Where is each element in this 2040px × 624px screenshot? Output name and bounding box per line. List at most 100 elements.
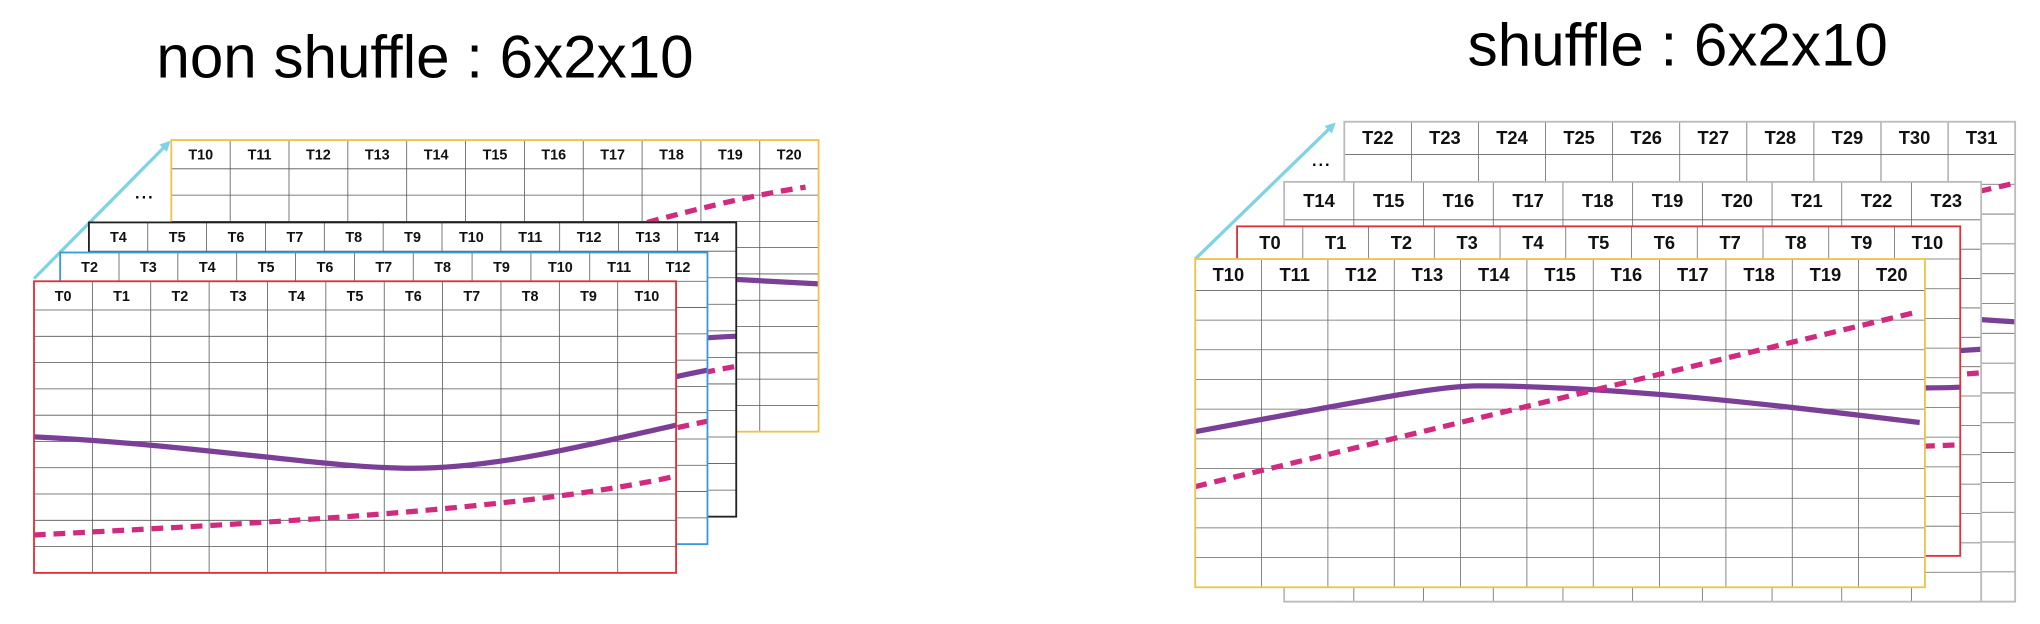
column-header: T10 bbox=[459, 230, 484, 246]
column-header: T16 bbox=[1443, 190, 1475, 211]
column-header: T20 bbox=[1876, 264, 1908, 285]
column-header: T14 bbox=[424, 148, 449, 164]
column-header: T13 bbox=[365, 148, 390, 164]
column-header: T21 bbox=[1791, 190, 1823, 211]
column-header: T18 bbox=[1582, 190, 1614, 211]
column-header: T3 bbox=[230, 289, 247, 305]
purple-curve bbox=[1195, 383, 1920, 435]
column-header: T6 bbox=[1654, 232, 1675, 253]
column-header: T7 bbox=[463, 289, 480, 305]
column-header: T22 bbox=[1362, 127, 1394, 148]
column-header: T14 bbox=[694, 230, 719, 246]
column-header: T28 bbox=[1765, 127, 1797, 148]
column-header: T23 bbox=[1429, 127, 1461, 148]
panel: shuffle : 6x2x10... T22 T23 T24 T25 T26 T27 T28… bbox=[1194, 12, 2017, 603]
column-header: T10 bbox=[1912, 232, 1944, 253]
column-header: T8 bbox=[434, 260, 451, 276]
column-header: T22 bbox=[1861, 190, 1893, 211]
column-header: T12 bbox=[306, 148, 331, 164]
panel: non shuffle : 6x2x10...T10 T11 T12 T13 T14 T1… bbox=[32, 23, 820, 574]
column-header: T9 bbox=[493, 260, 510, 276]
column-header: T16 bbox=[1611, 264, 1643, 285]
column-header: T0 bbox=[1259, 232, 1280, 253]
column-header: T19 bbox=[1810, 264, 1842, 285]
curves bbox=[1195, 308, 1921, 490]
column-header: T4 bbox=[288, 289, 305, 305]
depth-arrow bbox=[1194, 122, 1336, 261]
depth-arrow bbox=[32, 140, 171, 280]
layer: T0 T1 T2 T3 T4 T5 T6 T7 T8 T9 T10 bbox=[33, 280, 677, 574]
column-header: T5 bbox=[169, 230, 186, 246]
column-header: T8 bbox=[345, 230, 362, 246]
column-header: T10 bbox=[548, 260, 573, 276]
column-header: T2 bbox=[81, 260, 98, 276]
column-header: T20 bbox=[777, 148, 802, 164]
layer-background bbox=[34, 281, 677, 573]
layer-background bbox=[1195, 259, 1925, 588]
column-header: T19 bbox=[718, 148, 743, 164]
column-header: T5 bbox=[258, 260, 275, 276]
column-header: T24 bbox=[1496, 127, 1528, 148]
column-header: T13 bbox=[636, 230, 661, 246]
column-header: T10 bbox=[188, 148, 213, 164]
column-header: T8 bbox=[1785, 232, 1806, 253]
column-header: T11 bbox=[248, 148, 272, 164]
layer-border bbox=[1194, 258, 1926, 589]
panel-title: non shuffle : 6x2x10 bbox=[156, 23, 693, 90]
panel-title: shuffle : 6x2x10 bbox=[1468, 12, 1888, 79]
column-header: T6 bbox=[405, 289, 422, 305]
column-header: T9 bbox=[580, 289, 597, 305]
pink-dashed-curve bbox=[34, 473, 677, 538]
column-header: T26 bbox=[1630, 127, 1662, 148]
column-header: T11 bbox=[1279, 264, 1310, 285]
column-header: T27 bbox=[1698, 127, 1730, 148]
column-header: T10 bbox=[1213, 264, 1245, 285]
column-header: T9 bbox=[1851, 232, 1872, 253]
column-header: T19 bbox=[1652, 190, 1684, 211]
column-header: T30 bbox=[1899, 127, 1931, 148]
curves bbox=[34, 422, 677, 538]
column-header: T2 bbox=[172, 289, 189, 305]
column-header: T15 bbox=[1373, 190, 1405, 211]
column-header: T14 bbox=[1303, 190, 1335, 211]
column-header: T13 bbox=[1412, 264, 1444, 285]
column-header: T23 bbox=[1931, 190, 1963, 211]
column-header: T3 bbox=[140, 260, 157, 276]
column-header: T17 bbox=[1677, 264, 1709, 285]
column-header: T29 bbox=[1832, 127, 1864, 148]
column-header: T16 bbox=[541, 148, 566, 164]
column-header: T0 bbox=[55, 289, 72, 305]
column-header: T1 bbox=[113, 289, 130, 305]
column-header: T17 bbox=[1512, 190, 1544, 211]
column-header: T12 bbox=[577, 230, 602, 246]
column-header: T17 bbox=[600, 148, 625, 164]
column-header: T11 bbox=[607, 260, 631, 276]
column-header: T5 bbox=[347, 289, 364, 305]
column-header: T25 bbox=[1563, 127, 1595, 148]
column-header: T4 bbox=[199, 260, 216, 276]
column-header: T6 bbox=[317, 260, 334, 276]
column-header: T7 bbox=[375, 260, 392, 276]
column-header: T15 bbox=[483, 148, 508, 164]
column-header: T6 bbox=[228, 230, 245, 246]
column-header: T8 bbox=[522, 289, 539, 305]
purple-curve bbox=[34, 422, 677, 471]
column-header: T1 bbox=[1325, 232, 1346, 253]
column-header: T12 bbox=[666, 260, 691, 276]
column-header: T5 bbox=[1588, 232, 1609, 253]
ellipsis: ... bbox=[134, 178, 154, 204]
column-header: T18 bbox=[1743, 264, 1775, 285]
column-header: T14 bbox=[1478, 264, 1510, 285]
ellipsis: ... bbox=[1311, 145, 1331, 171]
layer-border bbox=[33, 280, 677, 574]
column-header: T4 bbox=[1522, 232, 1544, 253]
column-header: T2 bbox=[1391, 232, 1412, 253]
column-header: T20 bbox=[1721, 190, 1753, 211]
pink-dashed-curve bbox=[1195, 308, 1921, 490]
column-header: T31 bbox=[1966, 127, 1998, 148]
column-header: T18 bbox=[659, 148, 684, 164]
column-header: T7 bbox=[286, 230, 303, 246]
column-header: T12 bbox=[1345, 264, 1377, 285]
column-header: T11 bbox=[518, 230, 542, 246]
